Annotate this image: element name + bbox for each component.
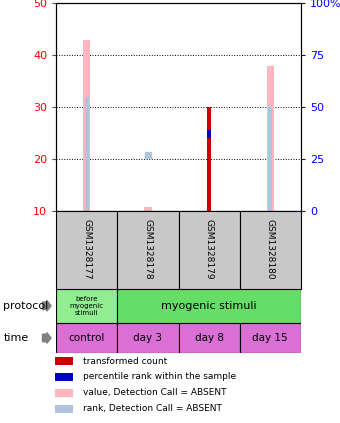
Text: day 8: day 8 bbox=[194, 333, 224, 343]
Text: day 3: day 3 bbox=[133, 333, 163, 343]
Text: day 15: day 15 bbox=[253, 333, 288, 343]
Bar bbox=[207, 107, 211, 211]
Text: control: control bbox=[69, 333, 105, 343]
Bar bbox=[54, 373, 73, 381]
Bar bbox=[178, 211, 240, 289]
Bar bbox=[54, 405, 73, 412]
Bar bbox=[56, 289, 117, 323]
Bar bbox=[56, 323, 117, 353]
Bar bbox=[117, 289, 301, 323]
Bar bbox=[268, 107, 272, 211]
Bar bbox=[117, 211, 178, 289]
Bar bbox=[54, 357, 73, 365]
Text: GSM1328180: GSM1328180 bbox=[266, 220, 275, 280]
Bar bbox=[54, 389, 73, 397]
Text: rank, Detection Call = ABSENT: rank, Detection Call = ABSENT bbox=[83, 404, 222, 413]
Text: value, Detection Call = ABSENT: value, Detection Call = ABSENT bbox=[83, 388, 227, 397]
Text: time: time bbox=[3, 333, 29, 343]
Bar bbox=[207, 130, 211, 138]
Bar bbox=[83, 40, 90, 211]
Text: GSM1328179: GSM1328179 bbox=[205, 220, 214, 280]
Text: myogenic stimuli: myogenic stimuli bbox=[161, 301, 257, 311]
Bar bbox=[240, 211, 301, 289]
Text: transformed count: transformed count bbox=[83, 357, 168, 365]
Bar bbox=[267, 66, 274, 211]
Text: GSM1328177: GSM1328177 bbox=[82, 220, 91, 280]
Bar bbox=[56, 211, 117, 289]
Text: percentile rank within the sample: percentile rank within the sample bbox=[83, 373, 236, 382]
Bar bbox=[144, 207, 152, 211]
Bar bbox=[85, 96, 89, 211]
Bar bbox=[178, 323, 240, 353]
Bar bbox=[240, 323, 301, 353]
Text: protocol: protocol bbox=[3, 301, 49, 311]
Bar bbox=[117, 323, 178, 353]
Text: GSM1328178: GSM1328178 bbox=[143, 220, 152, 280]
Text: before
myogenic
stimuli: before myogenic stimuli bbox=[70, 296, 104, 316]
